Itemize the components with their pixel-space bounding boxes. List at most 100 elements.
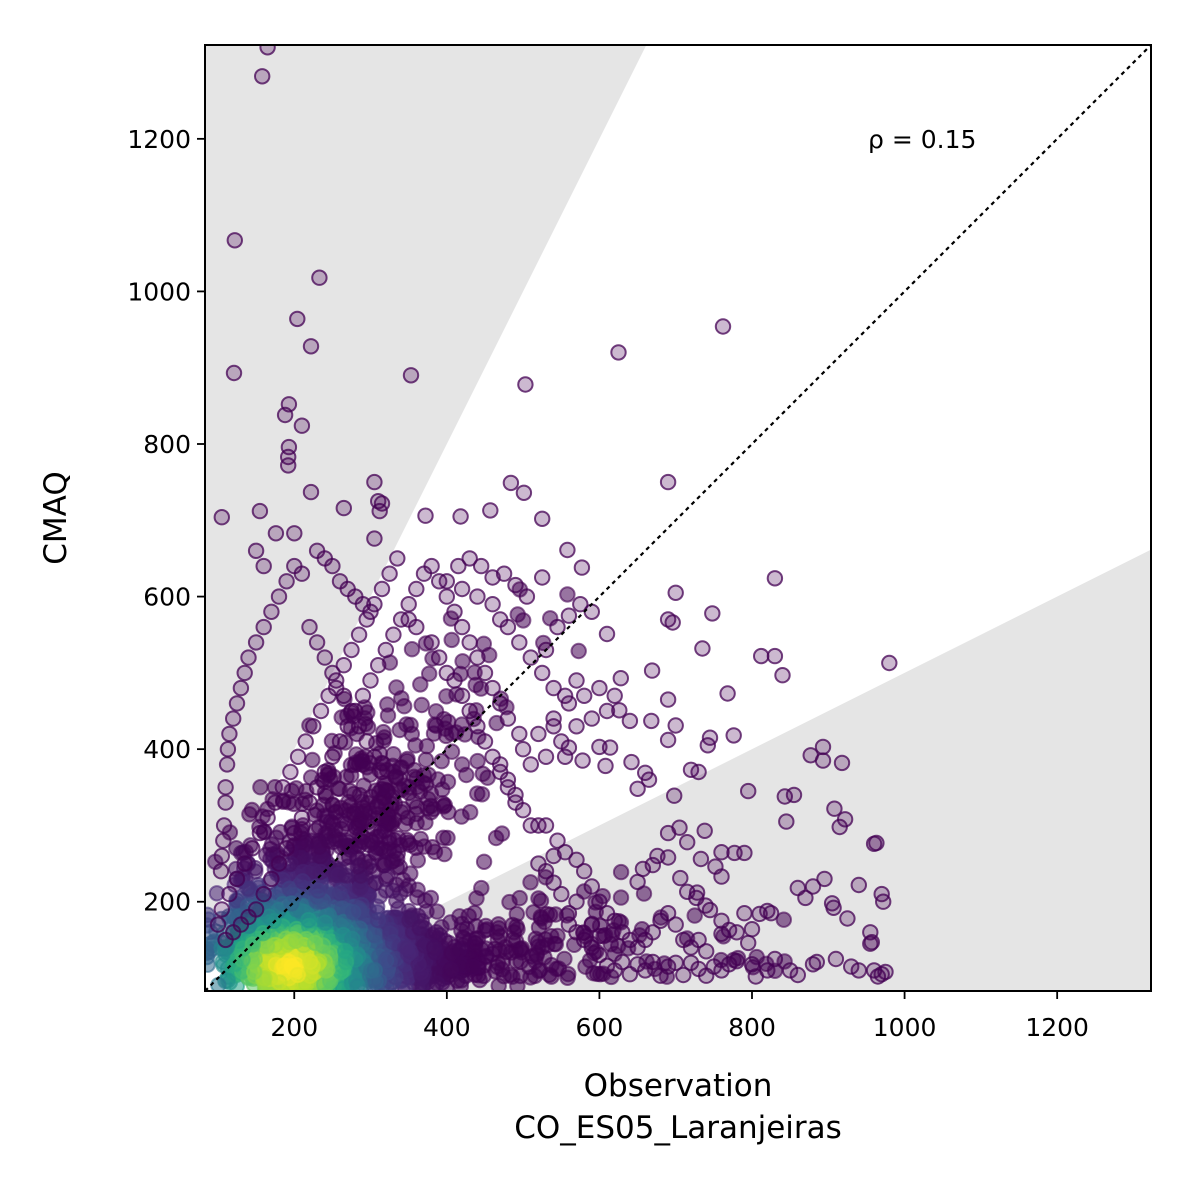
data-point xyxy=(781,962,799,979)
shade-lower xyxy=(205,549,1151,991)
data-point xyxy=(850,876,867,894)
x-tick-label: 1200 xyxy=(1025,1013,1089,1042)
data-point xyxy=(312,702,330,720)
data-point xyxy=(814,738,832,756)
data-point xyxy=(452,508,469,525)
density-point xyxy=(442,961,460,978)
data-point xyxy=(643,712,660,730)
data-point xyxy=(305,718,322,735)
density-point xyxy=(385,746,402,763)
x-tick-label: 200 xyxy=(270,1013,318,1042)
density-point xyxy=(420,790,437,808)
data-point xyxy=(316,649,333,666)
density-point xyxy=(475,635,492,652)
x-axis-label: Observation xyxy=(584,1068,773,1104)
data-point xyxy=(212,863,230,880)
data-point xyxy=(816,870,833,888)
density-point xyxy=(345,904,362,921)
density-point xyxy=(281,880,298,897)
data-point xyxy=(774,667,791,684)
density-point xyxy=(389,850,406,868)
data-point xyxy=(270,855,288,872)
data-point xyxy=(598,625,616,643)
density-point xyxy=(577,958,594,975)
data-point xyxy=(499,618,517,636)
density-point xyxy=(450,942,467,959)
density-point xyxy=(316,914,334,931)
density-point xyxy=(421,665,438,682)
density-point xyxy=(417,751,435,768)
data-point xyxy=(370,657,387,674)
data-point xyxy=(362,603,379,620)
density-point xyxy=(300,911,317,929)
density-point xyxy=(396,698,413,715)
data-point xyxy=(431,649,448,666)
data-point xyxy=(280,457,297,474)
data-point xyxy=(484,748,501,765)
density-point xyxy=(473,879,490,897)
data-point xyxy=(690,763,707,781)
data-point xyxy=(534,664,551,682)
data-point xyxy=(408,580,425,598)
data-point xyxy=(698,943,715,960)
density-point xyxy=(403,641,421,658)
data-point xyxy=(499,710,517,727)
y-tick-label: 600 xyxy=(143,583,191,612)
data-point xyxy=(836,811,854,828)
data-point xyxy=(228,870,246,888)
data-point xyxy=(511,725,528,743)
data-point xyxy=(666,787,683,804)
data-point xyxy=(289,748,307,765)
density-point xyxy=(287,932,305,949)
data-point xyxy=(362,672,379,689)
density-point xyxy=(411,919,428,937)
data-point xyxy=(747,968,764,985)
data-point xyxy=(814,752,832,769)
data-point xyxy=(863,934,880,951)
data-point xyxy=(225,364,243,382)
data-point xyxy=(776,788,793,805)
data-point xyxy=(511,634,528,651)
data-point xyxy=(215,832,232,849)
data-point xyxy=(293,417,311,434)
y-tick-label: 200 xyxy=(143,888,191,917)
data-point xyxy=(438,588,455,605)
data-point xyxy=(766,647,784,665)
density-point xyxy=(612,889,630,906)
data-point xyxy=(591,927,608,945)
density-point xyxy=(366,962,383,979)
density-point xyxy=(282,855,299,873)
data-point xyxy=(699,737,716,754)
data-point xyxy=(358,733,375,750)
density-point xyxy=(351,786,368,804)
data-point xyxy=(692,850,710,868)
density-point xyxy=(436,845,453,863)
density-point xyxy=(505,924,523,941)
data-point xyxy=(255,618,272,636)
density-point xyxy=(387,768,405,786)
data-point xyxy=(740,934,757,952)
data-point xyxy=(255,557,272,575)
data-point xyxy=(659,473,677,491)
data-point xyxy=(267,794,284,811)
density-point xyxy=(443,743,461,760)
data-point xyxy=(537,748,555,765)
data-point xyxy=(324,664,341,682)
data-point xyxy=(324,557,341,575)
density-point xyxy=(399,750,416,768)
data-point xyxy=(482,502,499,519)
data-point xyxy=(389,550,406,567)
data-point xyxy=(302,483,320,501)
x-axis-sublabel: CO_ES05_Laranjeiras xyxy=(514,1110,842,1146)
density-point xyxy=(559,586,576,603)
data-point xyxy=(377,641,394,659)
density-point xyxy=(523,948,541,965)
data-point xyxy=(694,640,711,657)
data-point xyxy=(778,813,795,830)
data-point xyxy=(335,687,352,704)
density-point xyxy=(417,635,435,652)
scatter-points xyxy=(205,45,898,991)
data-point xyxy=(335,499,352,517)
data-point xyxy=(311,269,328,286)
data-point xyxy=(469,718,486,735)
